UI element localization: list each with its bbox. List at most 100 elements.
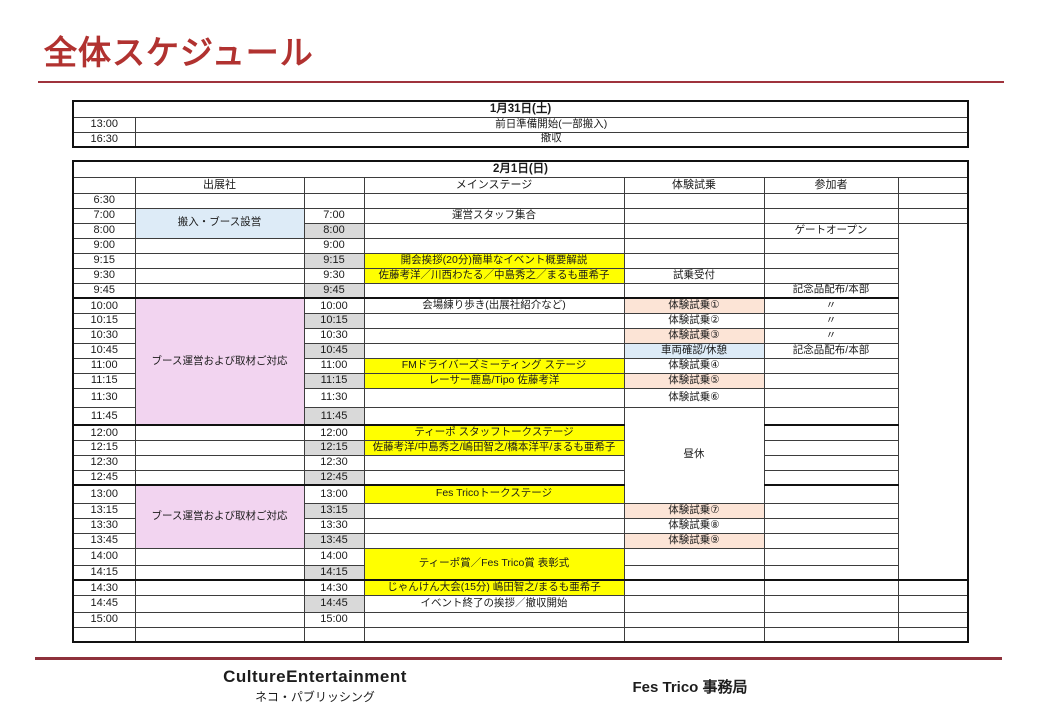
- main-stage-cell: [363, 282, 625, 299]
- footer-rule-line: [35, 657, 1002, 660]
- participants-cell: [763, 502, 899, 519]
- day1-schedule-table: 1月31日(土) 13:00 前日準備開始(一部搬入) 16:30 撤収: [72, 100, 970, 148]
- main-stage-cell: [363, 327, 625, 344]
- test-ride-cell: 体験試乗⑦: [623, 502, 765, 519]
- test-ride-cell: 体験試乗③: [623, 327, 765, 344]
- main-stage-cell: [363, 517, 625, 534]
- time-cell: 10:15: [303, 312, 365, 329]
- participants-cell: [763, 357, 899, 374]
- schedule-row: 11:45 11:45 昼休: [72, 406, 968, 504]
- time-cell: 7:00: [72, 207, 136, 224]
- participants-cell: [763, 267, 899, 284]
- main-stage-cell: [363, 532, 625, 549]
- main-stage-cell: 佐藤考洋／川西わたる／中島秀之／まるも亜希子: [363, 267, 625, 284]
- time-cell: 9:15: [303, 252, 365, 269]
- participants-cell: [763, 207, 899, 224]
- test-ride-cell: [623, 252, 765, 269]
- time-cell: 10:00: [303, 297, 365, 314]
- schedule-row: 13:15 13:15 体験試乗⑦: [72, 502, 968, 519]
- participants-cell: [763, 252, 899, 269]
- time-cell: 14:00: [72, 547, 136, 566]
- column-header: [897, 176, 969, 194]
- schedule-row: 9:00 9:00: [72, 237, 968, 254]
- exhibitor-cell: [134, 439, 305, 456]
- schedule-row: 14:45 14:45 イベント終了の挨拶／撤収開始: [72, 594, 969, 613]
- time-cell: 14:30: [303, 579, 365, 596]
- time-cell: 10:45: [72, 342, 136, 359]
- exhibitor-cell: [134, 454, 305, 471]
- main-stage-cell: [363, 502, 625, 519]
- time-cell: 11:15: [303, 372, 365, 389]
- main-stage-cell: [363, 611, 625, 628]
- time-cell: 9:45: [303, 282, 365, 299]
- exhibitor-cell: [134, 237, 305, 254]
- test-ride-cell: [623, 594, 765, 613]
- test-ride-cell: 体験試乗⑥: [623, 387, 765, 408]
- exhibitor-cell: [134, 267, 305, 284]
- schedule-row: 14:30 14:30 じゃんけん大会(15分) 嶋田智之/まるも亜希子: [72, 579, 969, 596]
- test-ride-cell: 体験試乗①: [623, 297, 765, 314]
- test-ride-cell: [623, 222, 765, 239]
- test-ride-cell: [623, 237, 765, 254]
- time-cell: 9:45: [72, 282, 136, 299]
- participants-cell: [763, 611, 899, 628]
- time-cell: [72, 626, 136, 643]
- main-stage-cell: 開会挨拶(20分)簡単なイベント概要解説: [363, 252, 625, 269]
- time-cell: 12:45: [72, 469, 136, 486]
- main-stage-cell: 会場練り歩き(出展社紹介など): [363, 297, 625, 314]
- test-ride-cell: [623, 192, 765, 209]
- exhibitor-cell: [134, 192, 305, 209]
- main-stage-cell: [363, 626, 625, 643]
- time-cell: 10:30: [72, 327, 136, 344]
- footer-company-subname: ネコ・パブリッシング: [255, 690, 375, 704]
- time-cell: 11:15: [72, 372, 136, 389]
- time-cell: [303, 626, 365, 643]
- schedule-row: 10:45 10:45 車両確認/休憩 記念品配布/本部: [72, 342, 968, 359]
- exhibitor-cell: [134, 547, 305, 566]
- test-ride-cell: 体験試乗⑧: [623, 517, 765, 534]
- main-stage-cell: FMドライバーズミーティング ステージ: [363, 357, 625, 374]
- participants-cell: [763, 532, 899, 549]
- test-ride-cell: 体験試乗②: [623, 312, 765, 329]
- time-cell: 11:30: [72, 387, 136, 408]
- exhibitor-cell: [134, 469, 305, 486]
- time-cell: 16:30: [72, 131, 136, 148]
- time-cell: 8:00: [303, 222, 365, 239]
- schedule-row: 出展社 メインステージ 体験試乗 参加者: [72, 176, 969, 194]
- schedule-row: 13:00 ブース運営および取材ご対応 13:00 Fes Tricoトークステージ: [72, 484, 968, 549]
- time-cell: 9:30: [303, 267, 365, 284]
- participants-cell: [763, 579, 899, 596]
- exhibitor-cell: ブース運営および取材ご対応: [134, 484, 305, 549]
- time-cell: 13:15: [303, 502, 365, 519]
- main-stage-cell: [363, 469, 625, 486]
- time-cell: 11:30: [303, 387, 365, 408]
- schedule-row: 12:15 12:15 佐藤考洋/中島秀之/嶋田智之/橋本洋平/まるも亜希子: [72, 439, 968, 456]
- test-ride-cell: [623, 282, 765, 299]
- main-stage-cell: ティーポ スタッフトークステージ: [363, 424, 625, 441]
- day2-schedule-table: 2月1日(日) 出展社 メインステージ 体験試乗 参加者 6:30 7:00 搬入・ブース設営…: [72, 160, 970, 643]
- time-cell: 12:00: [303, 424, 365, 441]
- test-ride-cell: 体験試乗⑤: [623, 372, 765, 389]
- participants-cell: [763, 424, 899, 441]
- participants-cell: 記念品配布/本部: [763, 342, 899, 359]
- extra-cell: [897, 579, 969, 596]
- main-stage-cell: じゃんけん大会(15分) 嶋田智之/まるも亜希子: [363, 579, 625, 596]
- schedule-row: 8:00 8:00 ゲートオープン: [72, 222, 969, 581]
- main-stage-cell: [363, 237, 625, 254]
- schedule-row: 13:00 前日準備開始(一部搬入): [72, 116, 969, 133]
- exhibitor-cell: [134, 564, 305, 581]
- main-stage-cell: [363, 192, 625, 209]
- test-ride-cell: 体験試乗⑨: [623, 532, 765, 549]
- column-header: 出展社: [134, 176, 305, 194]
- time-cell: 13:45: [72, 532, 136, 549]
- participants-cell: [763, 594, 899, 613]
- time-cell: 6:30: [72, 192, 136, 209]
- exhibitor-cell: [134, 611, 305, 628]
- participants-cell: [763, 372, 899, 389]
- time-cell: 9:00: [303, 237, 365, 254]
- test-ride-cell: 試乗受付: [623, 267, 765, 284]
- time-cell: [303, 192, 365, 209]
- time-cell: 11:00: [303, 357, 365, 374]
- schedule-row: 15:00 15:00: [72, 611, 969, 628]
- time-cell: 14:00: [303, 547, 365, 566]
